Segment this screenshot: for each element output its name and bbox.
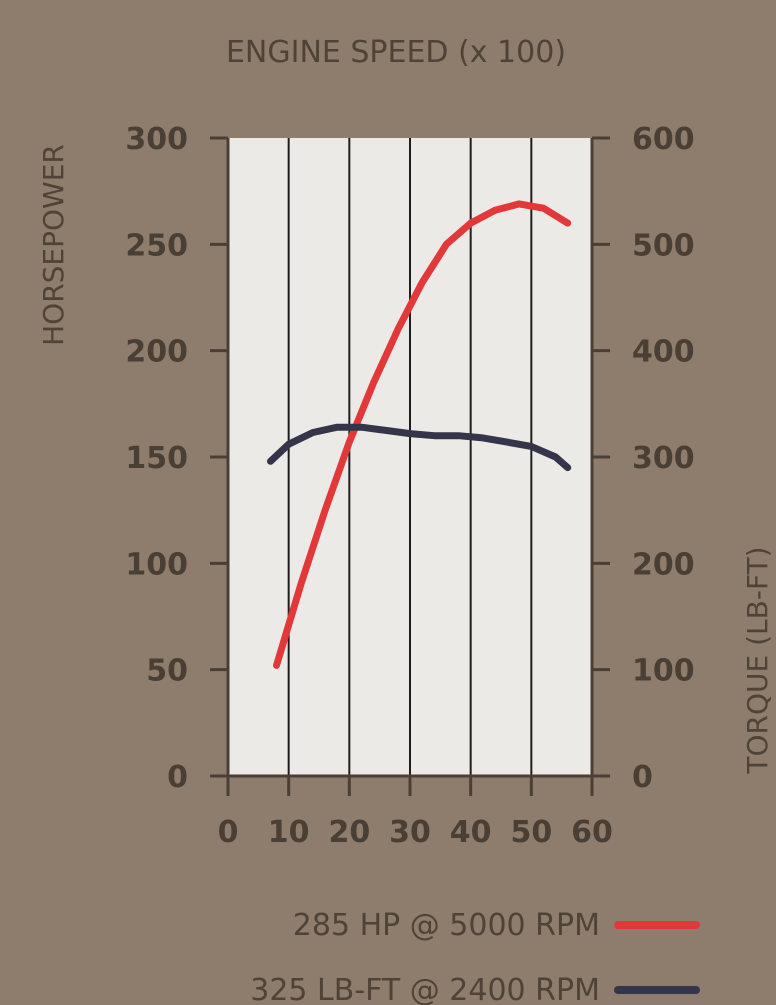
grid-lines [287, 138, 533, 776]
x-tick-label-5: 50 [510, 815, 552, 850]
series-line-0 [273, 200, 572, 669]
y-axis-title-right: TORQUE (LB-FT) [741, 546, 774, 774]
x-tick-label-6: 60 [571, 815, 613, 850]
series-group [267, 200, 572, 669]
axes: 0 50 100 150 200 250 300 0 100 200 300 400 500 600 0 10… [125, 122, 694, 850]
legend-label-1: 325 LB-FT @ 2400 RPM [250, 973, 600, 1005]
y-tick-label-right-0: 0 [632, 760, 653, 795]
x-tick-label-3: 30 [389, 815, 431, 850]
y-tick-label-right-6: 600 [632, 122, 695, 157]
y-tick-label-left-2: 100 [125, 547, 188, 582]
series-line-1 [267, 423, 572, 472]
y-tick-label-right-1: 100 [632, 654, 695, 689]
legend-label-0: 285 HP @ 5000 RPM [293, 908, 600, 943]
x-tick-label-4: 40 [450, 815, 492, 850]
y-tick-label-left-6: 300 [125, 122, 188, 157]
x-tick-label-0: 0 [218, 815, 239, 850]
x-tick-label-1: 10 [268, 815, 310, 850]
legend: 285 HP @ 5000 RPM 325 LB-FT @ 2400 RPM [250, 908, 700, 1005]
y-tick-label-right-2: 200 [632, 547, 695, 582]
y-tick-label-left-5: 250 [125, 228, 188, 263]
x-tick-label-2: 20 [328, 815, 370, 850]
y-tick-label-left-3: 150 [125, 441, 188, 476]
y-tick-label-left-4: 200 [125, 335, 188, 370]
y-axis-title-left: HORSEPOWER [37, 144, 70, 346]
y-tick-label-right-5: 500 [632, 228, 695, 263]
y-tick-label-right-3: 300 [632, 441, 695, 476]
y-tick-label-right-4: 400 [632, 335, 695, 370]
y-tick-label-left-1: 50 [146, 654, 188, 689]
chart-title: ENGINE SPEED (x 100) [226, 35, 566, 70]
y-tick-label-left-0: 0 [167, 760, 188, 795]
